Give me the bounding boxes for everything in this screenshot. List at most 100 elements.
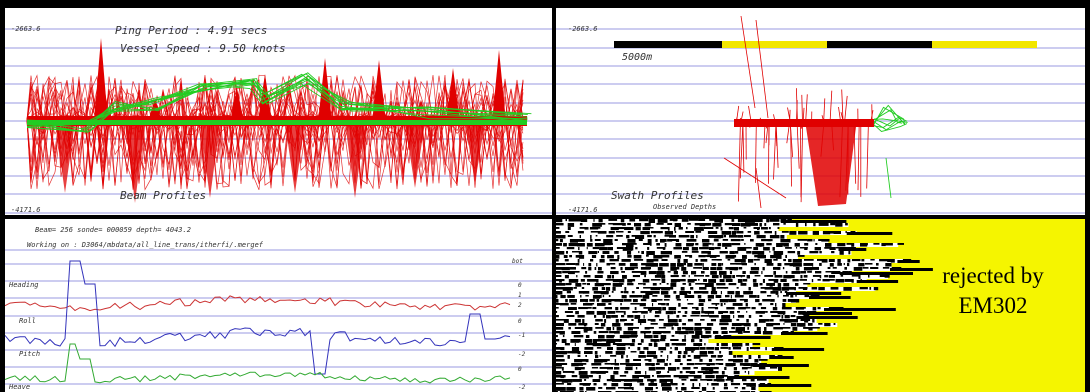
rejected-noise xyxy=(735,327,745,331)
rejected-noise xyxy=(647,267,651,269)
rejected-noise xyxy=(728,227,734,230)
rejected-noise xyxy=(715,359,724,361)
rejected-noise xyxy=(632,311,638,313)
rejected-noise xyxy=(774,275,783,278)
swath-trace xyxy=(800,122,804,203)
rejected-noise xyxy=(602,295,605,298)
rejected-noise xyxy=(794,287,796,291)
rejected-noise xyxy=(733,359,743,363)
rejected-noise xyxy=(655,239,658,242)
rejected-noise xyxy=(619,335,630,339)
rejected-noise xyxy=(804,259,814,261)
rejected-noise xyxy=(599,339,607,342)
rejected-noise xyxy=(691,251,699,253)
rejected-noise xyxy=(581,287,585,289)
rejected-noise xyxy=(686,363,695,366)
rejected-noise xyxy=(694,223,703,226)
rejected-noise xyxy=(647,247,650,250)
rejected-noise xyxy=(650,231,661,234)
rejected-noise xyxy=(652,295,658,297)
rejected-noise xyxy=(686,299,689,301)
rejected-noise xyxy=(607,367,613,370)
rejected-noise xyxy=(602,315,605,318)
rejected-noise xyxy=(616,247,624,249)
rejected-bar-bg xyxy=(556,259,908,263)
attitude-panel: Beam= 256 sonde= 000059 depth= 4043.2 Wo… xyxy=(5,219,552,392)
swath-green-trace xyxy=(873,120,903,131)
rejected-noise xyxy=(733,367,737,371)
swath-center-band xyxy=(734,119,874,127)
rejected-noise xyxy=(785,307,792,309)
swath-trace xyxy=(755,122,757,183)
rejected-noise xyxy=(827,267,831,269)
pitch-label: Pitch xyxy=(19,350,40,358)
rejected-noise xyxy=(635,363,638,366)
rejected-noise xyxy=(599,247,608,251)
rejected-noise xyxy=(744,243,746,245)
rejected-noise xyxy=(762,299,771,302)
rejected-noise xyxy=(719,375,724,379)
scale-bar-yellow-1 xyxy=(722,41,827,48)
rejected-noise xyxy=(584,339,593,343)
rejected-noise xyxy=(606,335,614,339)
rejected-noise xyxy=(740,283,747,286)
rejected-noise xyxy=(773,267,780,270)
rejected-noise xyxy=(640,339,644,343)
rejected-noise xyxy=(740,275,743,278)
rejected-noise xyxy=(651,259,659,262)
rejected-noise xyxy=(722,239,729,241)
rejected-noise xyxy=(651,291,660,294)
rejected-noise xyxy=(902,259,912,261)
pitch-value: -2 xyxy=(518,351,526,358)
rejected-noise xyxy=(861,259,865,262)
rejected-noise xyxy=(713,331,719,334)
rejected-noise xyxy=(669,235,676,238)
rejected-noise xyxy=(783,311,785,315)
rejected-noise xyxy=(694,323,702,326)
roll-line xyxy=(5,295,511,312)
rejected-noise xyxy=(704,343,706,346)
rejected-noise xyxy=(634,259,644,261)
rejected-noise xyxy=(562,351,568,355)
rejected-noise xyxy=(574,367,582,371)
rejected-noise xyxy=(658,347,667,351)
rejected-noise xyxy=(556,295,558,299)
rejected-noise xyxy=(565,231,570,233)
rejected-noise xyxy=(676,367,680,370)
rejected-noise xyxy=(719,351,722,354)
rejected-noise xyxy=(819,263,822,266)
rejected-noise xyxy=(650,379,654,383)
rejected-noise xyxy=(832,267,837,269)
rejected-noise xyxy=(790,275,795,279)
rejected-noise xyxy=(609,263,616,265)
rejected-noise xyxy=(753,283,759,287)
rejected-noise xyxy=(767,239,773,242)
rejected-noise xyxy=(556,351,566,355)
rejected-noise xyxy=(789,319,798,323)
rejected-noise xyxy=(627,283,634,286)
beam-peak xyxy=(94,38,108,122)
rejected-noise xyxy=(627,279,633,283)
rejected-noise xyxy=(646,259,654,263)
swath-green-trace xyxy=(873,109,903,124)
rejected-noise xyxy=(664,363,668,366)
rejected-noise xyxy=(578,323,588,326)
rejected-noise xyxy=(691,247,699,251)
rejected-noise xyxy=(816,267,819,270)
rejected-noise xyxy=(824,247,832,249)
rejected-noise xyxy=(645,371,647,375)
rejected-noise xyxy=(631,387,634,391)
rejected-noise xyxy=(700,319,705,321)
rejected-noise xyxy=(791,271,801,274)
rejected-noise xyxy=(725,295,730,298)
rejected-noise xyxy=(822,231,831,235)
rejected-bar-tail xyxy=(796,316,858,319)
rejected-noise xyxy=(623,291,629,294)
rejected-noise xyxy=(642,227,650,231)
rejected-noise xyxy=(682,323,686,326)
rejected-noise xyxy=(638,251,640,254)
rejected-noise xyxy=(785,247,792,249)
rejected-noise xyxy=(721,371,725,375)
rejected-noise xyxy=(755,311,765,314)
rejected-noise xyxy=(710,267,717,271)
